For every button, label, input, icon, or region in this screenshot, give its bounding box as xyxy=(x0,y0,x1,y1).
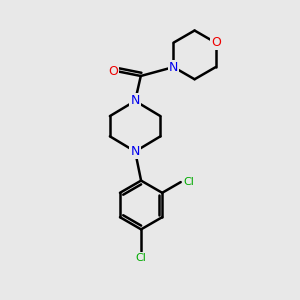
Text: Cl: Cl xyxy=(184,177,194,187)
Text: N: N xyxy=(130,145,140,158)
Text: O: O xyxy=(108,65,118,78)
Text: N: N xyxy=(130,94,140,107)
Text: Cl: Cl xyxy=(136,253,146,263)
Text: O: O xyxy=(211,36,220,49)
Text: N: N xyxy=(169,61,178,74)
